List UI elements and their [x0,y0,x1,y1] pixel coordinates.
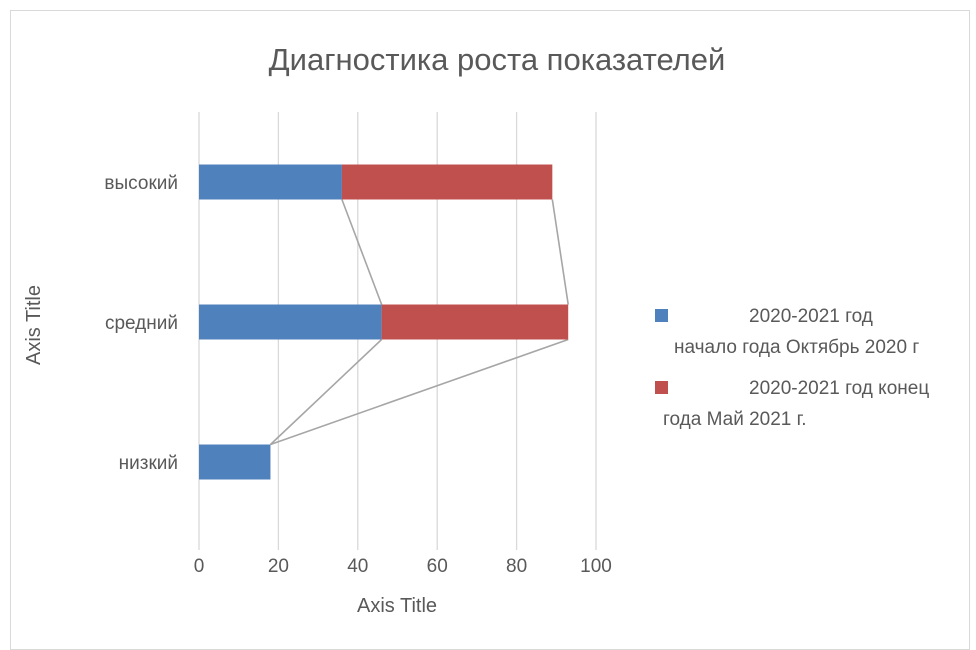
legend-swatch [655,381,668,394]
y-axis-categories: низкий средний высокий [104,173,178,474]
chart-title: Диагностика роста показателей [269,42,726,77]
bar-series-1 [199,444,271,480]
series-lines [269,199,570,446]
legend: 2020-2021 год начало года Октябрь 2020 г 2… [655,306,929,430]
y-category-label: низкий [119,453,178,474]
bar-series-2 [381,304,569,340]
x-tick-label: 40 [347,556,368,577]
x-tick-label: 60 [427,556,448,577]
bar-series-2 [341,164,553,200]
bar-series-1 [199,164,342,200]
series-line-1 [269,338,383,446]
x-axis-title: Axis Title [357,595,437,617]
bars [199,164,569,480]
legend-swatch [655,309,668,322]
x-tick-label: 80 [506,556,527,577]
bar-series-1 [199,304,382,340]
y-axis-title: Axis Title [23,285,45,365]
series-line-2 [270,338,569,446]
x-tick-label: 0 [194,556,205,577]
x-axis-ticks: 0 20 40 60 80 100 [194,556,612,577]
series-line-1 [341,199,383,305]
series-line-2 [551,199,570,305]
x-tick-label: 20 [268,556,289,577]
legend-label: 2020-2021 год начало года Октябрь 2020 г [674,306,919,358]
legend-label: 2020-2021 год конец года Май 2021 г. [663,378,929,430]
y-category-label: высокий [104,173,178,194]
y-category-label: средний [105,313,178,334]
x-tick-label: 100 [580,556,612,577]
